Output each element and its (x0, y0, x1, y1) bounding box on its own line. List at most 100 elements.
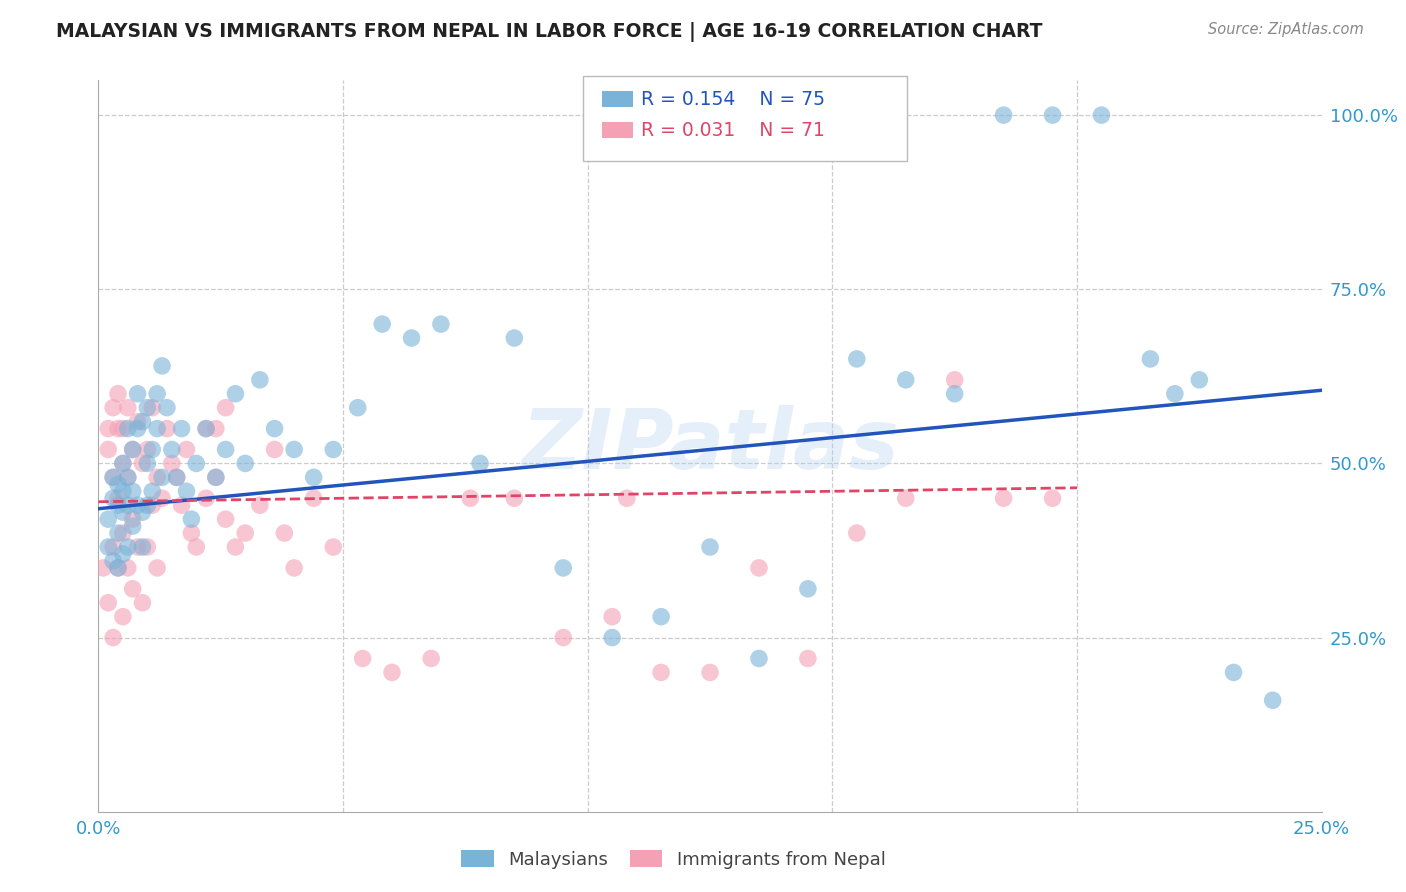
Point (503, 491, 526, 506)
Point (101, 554, 124, 568)
Point (131, 457, 153, 471)
Point (553, 631, 575, 645)
Point (205, 421, 228, 435)
Point (101, 540, 124, 554)
Point (214, 512, 236, 526)
Point (111, 457, 134, 471)
Point (263, 442, 285, 457)
Point (650, 665, 672, 680)
Point (420, 651, 443, 665)
Point (748, 651, 770, 665)
Point (1139, 351, 1161, 366)
Text: R = 0.154    N = 75: R = 0.154 N = 75 (641, 89, 825, 109)
Point (131, 540, 153, 554)
Point (141, 484, 163, 499)
Point (97, 596, 120, 610)
Point (322, 442, 344, 457)
Point (107, 421, 129, 435)
Point (283, 442, 305, 457)
Point (186, 540, 208, 554)
Point (993, 491, 1015, 506)
Point (205, 470, 228, 484)
Point (150, 470, 173, 484)
Point (117, 401, 139, 415)
Point (141, 498, 163, 512)
Point (131, 415, 153, 429)
Point (107, 498, 129, 512)
Point (1042, 108, 1064, 122)
Point (616, 491, 638, 506)
Point (233, 526, 256, 541)
Point (111, 505, 134, 519)
Point (101, 491, 124, 506)
Point (117, 470, 139, 484)
Point (127, 498, 149, 512)
Point (150, 491, 173, 506)
Point (101, 470, 124, 484)
Point (180, 526, 202, 541)
Point (195, 421, 218, 435)
Point (249, 498, 271, 512)
Point (845, 526, 868, 541)
Point (1042, 491, 1064, 506)
Point (107, 386, 129, 401)
Point (97, 442, 120, 457)
Point (748, 561, 770, 575)
Point (141, 442, 163, 457)
Point (101, 631, 124, 645)
Point (101, 401, 124, 415)
Point (156, 401, 179, 415)
Point (107, 526, 129, 541)
Point (283, 561, 305, 575)
Point (214, 442, 236, 457)
Point (186, 457, 208, 471)
Text: ZIPatlas: ZIPatlas (522, 406, 898, 486)
Point (180, 512, 202, 526)
Point (117, 470, 139, 484)
Point (121, 582, 143, 596)
Point (249, 373, 271, 387)
Point (121, 519, 143, 533)
Point (127, 540, 149, 554)
Point (160, 442, 183, 457)
Point (170, 498, 193, 512)
Point (107, 477, 129, 491)
Point (600, 631, 623, 645)
Point (233, 457, 256, 471)
Point (146, 561, 169, 575)
Point (176, 442, 198, 457)
Legend: Malaysians, Immigrants from Nepal: Malaysians, Immigrants from Nepal (454, 843, 893, 876)
Point (111, 609, 134, 624)
Point (117, 561, 139, 575)
Point (503, 331, 526, 345)
Point (117, 498, 139, 512)
Point (346, 401, 368, 415)
Point (111, 457, 134, 471)
Point (699, 540, 721, 554)
Point (121, 512, 143, 526)
Point (121, 442, 143, 457)
Point (160, 457, 183, 471)
Point (136, 540, 159, 554)
Point (553, 561, 575, 575)
Point (136, 457, 159, 471)
Point (195, 491, 218, 506)
Point (111, 526, 134, 541)
Point (650, 609, 672, 624)
Point (146, 470, 169, 484)
Point (1222, 665, 1244, 680)
Point (214, 401, 236, 415)
Point (371, 317, 394, 331)
Point (224, 540, 246, 554)
Point (136, 401, 159, 415)
Text: R = 0.031    N = 71: R = 0.031 N = 71 (641, 120, 825, 140)
Point (195, 421, 218, 435)
Point (845, 351, 868, 366)
Point (97, 540, 120, 554)
Point (127, 386, 149, 401)
Point (302, 491, 325, 506)
Point (111, 421, 134, 435)
Point (263, 421, 285, 435)
Point (600, 609, 623, 624)
Point (117, 540, 139, 554)
